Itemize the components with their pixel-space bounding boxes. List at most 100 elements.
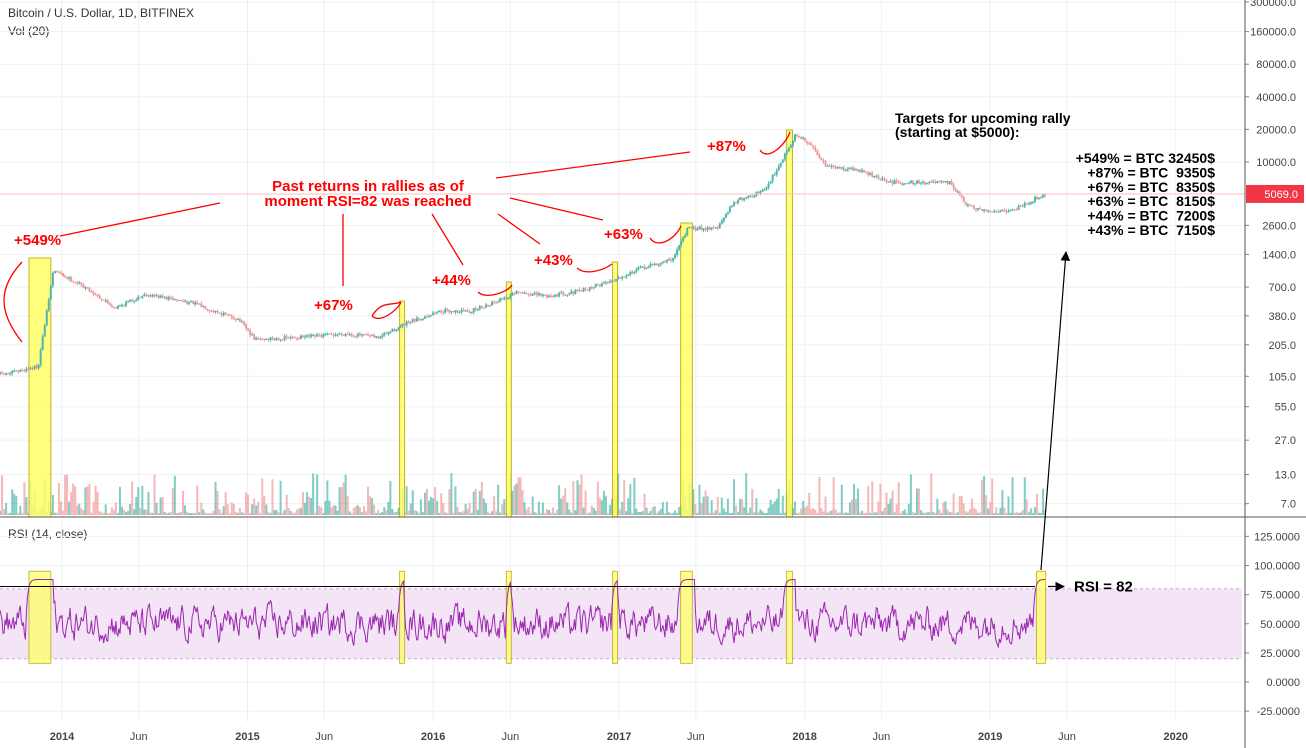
volume-bar: [574, 510, 577, 515]
volume-bar: [271, 479, 274, 515]
price-candle-body: [428, 316, 431, 318]
price-candle-body: [710, 227, 713, 230]
price-candle-body: [214, 311, 217, 313]
price-candle-body: [820, 157, 823, 161]
volume-bar: [155, 502, 158, 515]
price-candle-body: [499, 298, 502, 302]
y-tick-label: 7.0: [1281, 499, 1296, 511]
price-candle-body: [798, 135, 801, 137]
price-candle-body: [692, 227, 695, 229]
price-candle-body: [938, 181, 941, 183]
volume-bar: [301, 492, 304, 515]
volume-bar: [444, 512, 447, 515]
volume-bar: [848, 502, 851, 515]
price-candle-body: [572, 291, 575, 294]
price-candle-body: [334, 334, 337, 336]
price-highlight-zone: [505, 281, 512, 518]
price-candle-body: [15, 370, 18, 372]
volume-bar: [393, 512, 396, 515]
rsi-highlight-zone: [1035, 570, 1047, 664]
volume-bar: [478, 490, 481, 515]
rsi-highlight-zone: [680, 570, 693, 664]
price-candle-body: [165, 296, 168, 300]
volume-bar: [340, 487, 343, 515]
y-tick-label: 380.0: [1268, 311, 1296, 323]
y-tick-label: 700.0: [1268, 282, 1296, 294]
price-candle-body: [186, 301, 189, 304]
price-candle-body: [62, 273, 65, 277]
volume-bar: [946, 509, 949, 515]
price-candle-body: [531, 293, 534, 296]
volume-bar: [98, 511, 101, 515]
volume-bar: [216, 490, 219, 515]
price-candle-body: [364, 334, 367, 336]
rsi-y-tick-label: 0.0000: [1266, 677, 1300, 689]
volume-bar: [909, 474, 912, 515]
volume-bar: [1011, 477, 1014, 515]
price-candle-body: [883, 178, 886, 180]
x-tick-label: 2014: [50, 731, 75, 743]
price-candle-body: [489, 305, 492, 307]
price-candle-body: [948, 181, 951, 184]
price-candle-body: [887, 181, 890, 183]
volume-bar: [460, 512, 463, 515]
price-candle-body: [70, 277, 73, 282]
rsi-highlight-zone: [28, 570, 52, 664]
volume-bar: [796, 512, 799, 515]
price-candle-body: [846, 168, 849, 171]
volume-bar: [985, 495, 988, 515]
volume-bar: [661, 501, 664, 515]
price-candle-body: [64, 276, 67, 278]
price-candle-body: [39, 349, 42, 365]
volume-bar: [659, 509, 662, 515]
volume-bar: [153, 474, 156, 515]
volume-bar: [92, 502, 95, 515]
price-candle-body: [800, 136, 803, 140]
volume-bar: [877, 501, 880, 515]
volume-bar: [604, 495, 607, 515]
price-candle-body: [623, 277, 626, 279]
price-candle-body: [871, 173, 874, 178]
volume-bar: [621, 502, 624, 515]
volume-bar: [159, 497, 162, 515]
price-candle-body: [464, 310, 467, 312]
volume-bar: [777, 489, 780, 515]
price-candle-body: [358, 333, 361, 336]
volume-bar: [15, 495, 18, 515]
price-candle-body: [907, 182, 910, 184]
price-candle-body: [405, 321, 408, 326]
price-candle-body: [356, 333, 359, 337]
volume-bar: [295, 509, 298, 515]
price-candle-body: [289, 336, 292, 338]
price-candle-body: [909, 180, 912, 183]
volume-bar: [190, 513, 193, 515]
volume-bar: [997, 513, 1000, 515]
price-candle-body: [295, 338, 298, 340]
volume-bar: [733, 479, 736, 515]
volume-bar: [3, 508, 6, 515]
volume-bar: [273, 510, 276, 515]
volume-bar: [928, 512, 931, 515]
price-candle-body: [171, 297, 174, 301]
price-candle-body: [192, 300, 195, 305]
price-candle-body: [1044, 194, 1047, 196]
volume-bar: [867, 485, 870, 515]
price-candle-body: [68, 277, 71, 279]
price-candle-body: [686, 227, 689, 235]
volume-bar: [228, 513, 231, 515]
volume-bar: [550, 512, 553, 515]
volume-bar: [893, 512, 896, 515]
volume-bar: [409, 503, 412, 515]
volume-bar: [210, 512, 213, 515]
volume-bar: [245, 492, 248, 515]
volume-bar: [554, 512, 557, 515]
volume-bar: [436, 501, 439, 515]
volume-bar: [543, 512, 546, 515]
price-candle-body: [852, 168, 855, 170]
volume-bar: [423, 492, 426, 515]
price-candle-body: [448, 309, 451, 313]
price-candle-body: [850, 167, 853, 170]
volume-bar: [425, 488, 428, 515]
price-candle-body: [680, 241, 683, 246]
